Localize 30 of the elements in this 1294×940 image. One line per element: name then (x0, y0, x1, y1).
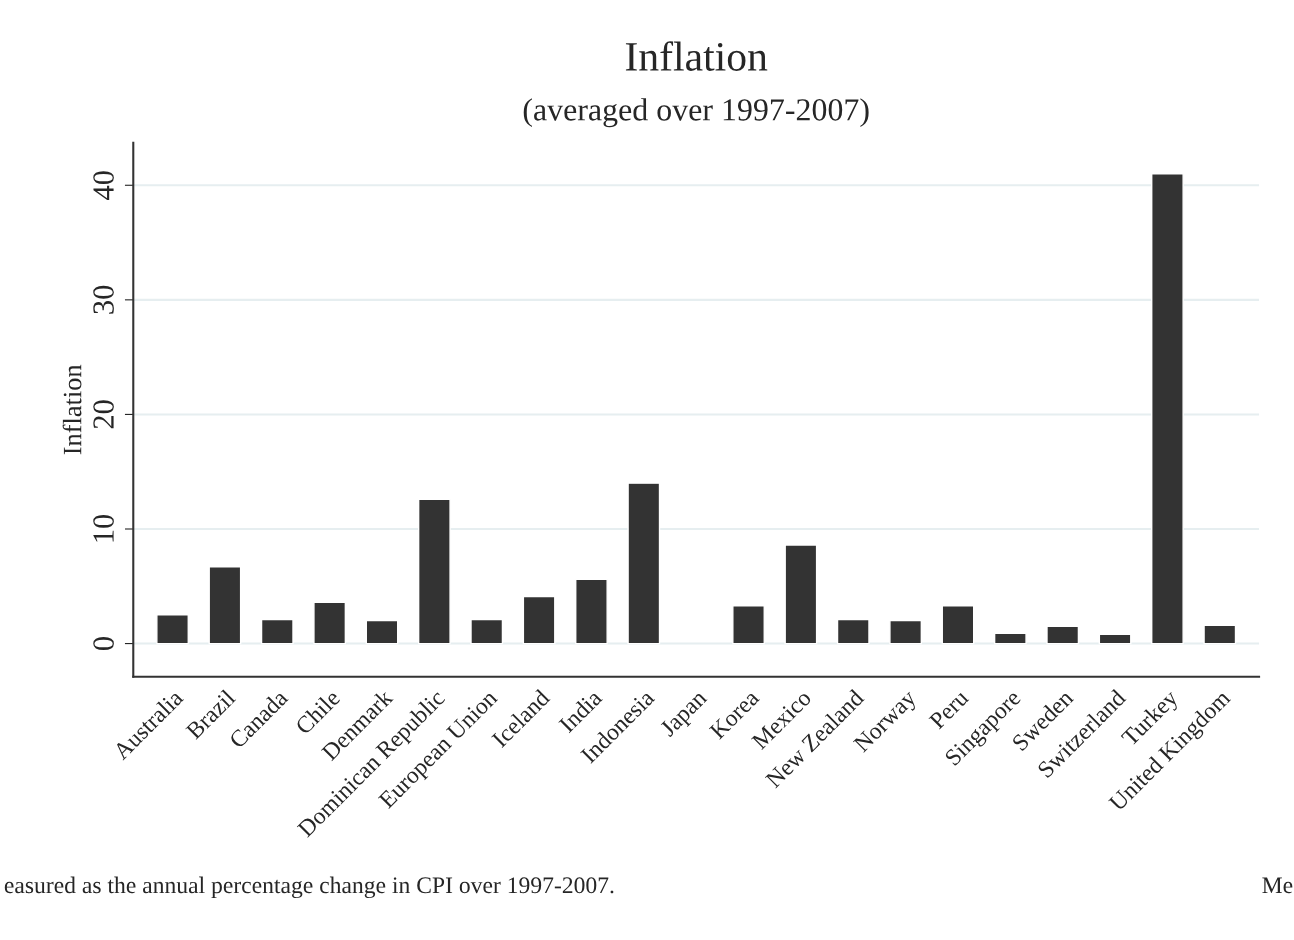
bar (1098, 633, 1132, 645)
y-axis-title: Inflation (62, 364, 82, 455)
bar (836, 618, 870, 645)
y-tick-label: 10 (93, 514, 114, 542)
bar (575, 578, 608, 645)
bar (365, 619, 399, 645)
bar (417, 498, 451, 645)
bar (208, 566, 242, 645)
bar (522, 595, 556, 645)
text: Me (1262, 877, 1293, 894)
chart-subtitle: (averaged over 1997-2007) (523, 98, 869, 128)
bar (470, 618, 504, 645)
bar (1151, 173, 1184, 645)
bar (941, 605, 975, 645)
bar (732, 605, 765, 645)
bar (313, 601, 347, 645)
bar (627, 482, 661, 645)
y-tick-label: 0 (93, 637, 114, 651)
y-tick-label: 20 (93, 400, 114, 429)
bar (1046, 625, 1080, 645)
bar (260, 618, 294, 645)
bar (156, 614, 189, 645)
bar (993, 632, 1027, 645)
bar (889, 619, 923, 645)
bar (784, 544, 818, 645)
bar (1203, 624, 1237, 645)
text: easured as the annual percentage change in CPI over 1997-2007. (4, 876, 614, 899)
y-tick-label: 30 (93, 285, 114, 314)
y-tick-label: 40 (93, 171, 114, 200)
chart-title: Inflation (625, 41, 768, 71)
